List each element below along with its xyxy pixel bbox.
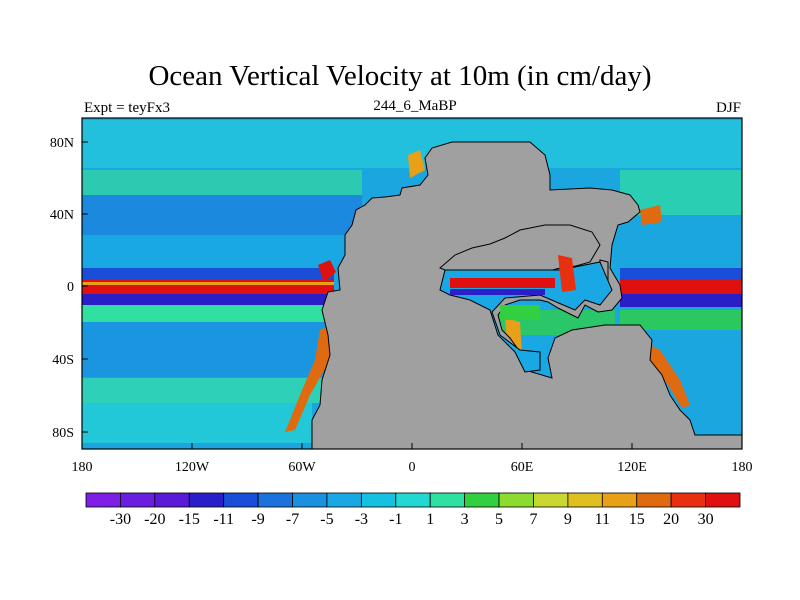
- equator-flank-north-west: [82, 268, 334, 282]
- colorbar-swatch: [326, 492, 362, 508]
- colorbar-label: 7: [529, 511, 537, 528]
- colorbar-swatch: [464, 492, 500, 508]
- colorbar-label: -20: [144, 511, 165, 528]
- colorbar-label: 15: [629, 511, 645, 528]
- colorbar-swatch: [601, 492, 638, 508]
- y-tick-label: 80N: [50, 136, 74, 151]
- colorbar-swatch: [395, 492, 431, 508]
- colorbar-label: -30: [110, 511, 131, 528]
- band-north-upwelling: [82, 170, 362, 195]
- y-tick-label: 80S: [52, 426, 74, 441]
- colorbar-swatch: [636, 492, 672, 508]
- colorbar-swatch: [498, 492, 534, 508]
- colorbar-swatch: [360, 492, 397, 508]
- colorbar-label: -11: [213, 511, 234, 528]
- colorbar-label: -9: [251, 511, 264, 528]
- colorbar-swatch: [429, 492, 466, 508]
- colorbar-label: 9: [564, 511, 572, 528]
- x-axis-labels: 180 120W 60W 0 60E 120E 180: [72, 460, 753, 475]
- colorbar-swatch: [567, 492, 603, 508]
- colorbar-swatch: [292, 492, 328, 508]
- inner-sea-green-patch: [500, 305, 540, 320]
- inner-sea-red-streak: [558, 255, 576, 292]
- colorbar-label: -3: [355, 511, 368, 528]
- colorbar-label: 1: [426, 511, 434, 528]
- inner-sea-red-core: [450, 278, 555, 288]
- equator-flank-south-east: [620, 293, 742, 307]
- x-tick-label: 180: [732, 460, 753, 475]
- coastal-upwelling-west-south: [285, 325, 332, 432]
- colorbar-swatch: [120, 492, 156, 508]
- band-southern-green: [82, 378, 332, 403]
- tick-marks: [81, 141, 743, 449]
- colorbar-label: 3: [461, 511, 469, 528]
- x-tick-label: 0: [409, 460, 416, 475]
- experiment-label: Expt = teyFx3: [84, 100, 170, 116]
- equator-flank-south-west: [82, 293, 334, 305]
- colorbar-label: -15: [179, 511, 200, 528]
- colorbar-label: 5: [495, 511, 503, 528]
- band-far-south: [82, 403, 312, 443]
- band-south-tropic-green: [82, 300, 332, 322]
- velocity-field: [82, 118, 742, 449]
- colorbar-label: 30: [698, 511, 714, 528]
- colorbar-label: -1: [389, 511, 402, 528]
- band-south-subtropic: [82, 322, 332, 377]
- colorbar-label: -5: [320, 511, 333, 528]
- band-north-tropic: [82, 235, 362, 265]
- y-axis-labels: 80N 40N 0 40S 80S: [50, 136, 74, 441]
- x-tick-label: 60E: [511, 460, 534, 475]
- x-tick-label: 120W: [175, 460, 210, 475]
- colorbar: -30 -20 -15 -11 -9 -7 -5 -3 -1 1 3 5 7 9 11 15 20 30: [85, 492, 741, 528]
- colorbar-label: -7: [286, 511, 299, 528]
- season-label: DJF: [715, 100, 741, 116]
- band-east-green: [620, 310, 742, 330]
- colorbar-swatch: [257, 492, 293, 508]
- colorbar-label: 11: [595, 511, 610, 528]
- period-label: 244_6_MaBP: [373, 98, 457, 114]
- x-tick-label: 60W: [288, 460, 316, 475]
- colorbar-swatch: [188, 492, 225, 508]
- colorbar-swatch: [670, 492, 706, 508]
- map-title: Ocean Vertical Velocity at 10m (in cm/da…: [148, 60, 652, 92]
- east-north-upwelling: [640, 205, 662, 225]
- equator-core-edge-west: [82, 282, 334, 285]
- inner-sea-blue-core: [450, 289, 545, 295]
- equator-core-east: [620, 280, 742, 294]
- equator-flank-north-east: [620, 268, 742, 280]
- coastal-upwelling-west-north: [318, 260, 336, 282]
- y-tick-label: 40N: [50, 208, 74, 223]
- y-tick-label: 40S: [52, 353, 74, 368]
- colorbar-swatch: [85, 492, 121, 508]
- band-north-subtropic: [82, 195, 362, 235]
- coastal-upwelling-east-south: [650, 345, 690, 408]
- north-coastal-upwelling: [408, 150, 425, 178]
- band-east-north: [620, 170, 742, 215]
- colorbar-label: 20: [663, 511, 679, 528]
- x-tick-label: 120E: [617, 460, 647, 475]
- colorbar-swatch: [154, 492, 190, 508]
- colorbar-swatch: [533, 492, 569, 508]
- x-tick-label: 180: [72, 460, 93, 475]
- colorbar-swatch: [223, 492, 259, 508]
- y-tick-label: 0: [67, 280, 74, 295]
- colorbar-swatch: [705, 492, 741, 508]
